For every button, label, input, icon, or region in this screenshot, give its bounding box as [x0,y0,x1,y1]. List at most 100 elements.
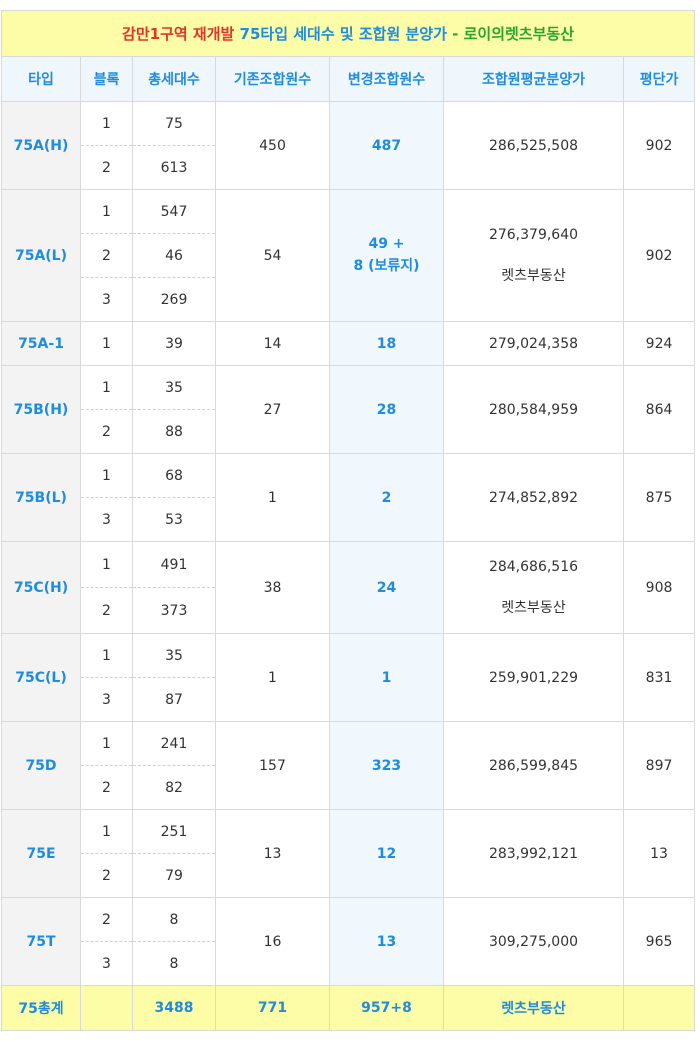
price-cell: 309,275,000 [443,897,624,986]
units-cell: 75 [132,101,216,146]
units-cell: 53 [132,497,216,542]
type-cell: 75C(H) [1,541,81,634]
header-row: 타입 블록 총세대수 기존조합원수 변경조합원수 조합원평균분양가 평단가 [1,56,696,102]
block-cell: 1 [80,101,133,146]
table-row: 3 8 [2,941,695,986]
table-title: 감만1구역 재개발 75타입 세대수 및 조합원 분양가 - 로이의렛츠부동산 [0,10,696,57]
price-cell: 286,599,845 [443,721,624,810]
block-cell: 2 [80,409,133,454]
title-part-3: - 로이의렛츠부동산 [452,25,574,43]
table-row: 75C(L) 1 35 1 1 259,901,229 831 [1,633,696,722]
total-units: 3488 [132,985,216,1031]
block-cell: 1 [80,453,133,498]
total-row: 75총계 3488 771 957+8 렛츠부동산 [1,985,696,1031]
existing-cell: 1 [215,633,330,722]
header-total-units: 총세대수 [132,56,216,102]
existing-cell: 54 [215,189,330,322]
changed-cell: 28 [329,365,444,454]
table-row: 75B(L) 1 68 1 2 274,852,892 875 [1,453,696,542]
units-cell: 39 [132,321,216,366]
type-cell: 75A-1 [1,321,81,366]
changed-cell: 12 [329,809,444,898]
price-note: 렛츠부동산 [501,267,566,284]
title-part-1: 감만1구역 재개발 [122,25,235,43]
units-cell: 35 [132,633,216,678]
title-row: 감만1구역 재개발 75타입 세대수 및 조합원 분양가 - 로이의렛츠부동산 [0,10,696,57]
units-price-table: 감만1구역 재개발 75타입 세대수 및 조합원 분양가 - 로이의렛츠부동산 … [0,10,696,1031]
block-cell: 2 [80,145,133,190]
block-cell: 1 [80,541,133,588]
block-cell: 2 [80,897,133,942]
type-cell: 75D [1,721,81,810]
ppp-cell: 897 [622,721,696,810]
table-row: 2 46 [2,233,695,278]
changed-cell: 24 [329,541,444,634]
total-price: 렛츠부동산 [443,985,624,1031]
block-cell: 2 [80,853,133,898]
units-cell: 8 [132,941,216,986]
existing-cell: 16 [215,897,330,986]
price-cell: 274,852,892 [443,453,624,542]
table-row: 75C(H) 1 491 38 24 284,686,516 렛츠부동산 908 [1,541,696,634]
total-changed: 957+8 [329,985,444,1031]
units-cell: 88 [132,409,216,454]
price-cell: 286,525,508 [443,101,624,190]
existing-cell: 27 [215,365,330,454]
price-cell: 283,992,121 [443,809,624,898]
existing-cell: 14 [215,321,330,366]
units-cell: 82 [132,765,216,810]
ppp-cell: 864 [622,365,696,454]
table-row: 2 373 [2,587,695,634]
type-cell: 75B(L) [1,453,81,542]
table-row: 75E 1 251 13 12 283,992,121 13 [1,809,696,898]
ppp-cell: 908 [622,541,696,634]
existing-cell: 1 [215,453,330,542]
header-existing-members: 기존조합원수 [215,56,330,102]
table-row: 75A(H) 1 75 450 487 286,525,508 902 [1,101,696,190]
ppp-cell: 965 [622,897,696,986]
header-avg-price: 조합원평균분양가 [443,56,624,102]
total-existing: 771 [215,985,330,1031]
block-cell: 1 [80,809,133,854]
block-cell: 3 [80,277,133,322]
price-cell: 280,584,959 [443,365,624,454]
changed-cell: 13 [329,897,444,986]
block-cell: 3 [80,677,133,722]
units-cell: 35 [132,365,216,410]
changed-cell: 18 [329,321,444,366]
header-block: 블록 [80,56,133,102]
price-value: 276,379,640 [488,226,579,243]
price-cell: 279,024,358 [443,321,624,366]
block-cell: 1 [80,365,133,410]
table-row: 75T 2 8 16 13 309,275,000 965 [1,897,696,986]
type-cell: 75E [1,809,81,898]
units-cell: 491 [132,541,216,588]
total-block [80,985,133,1031]
ppp-cell: 13 [622,809,696,898]
price-note: 렛츠부동산 [501,599,566,616]
existing-cell: 157 [215,721,330,810]
existing-cell: 13 [215,809,330,898]
header-price-per-pyeong: 평단가 [622,56,696,102]
ppp-cell: 924 [622,321,696,366]
type-cell: 75T [1,897,81,986]
table-row: 75A-1 1 39 14 18 279,024,358 924 [1,321,696,366]
price-value: 284,686,516 [488,558,579,575]
units-cell: 8 [132,897,216,942]
type-cell: 75A(H) [1,101,81,190]
block-cell: 1 [80,633,133,678]
header-changed-members: 변경조합원수 [329,56,444,102]
changed-line-1: 49 + [368,236,405,252]
units-cell: 87 [132,677,216,722]
existing-cell: 450 [215,101,330,190]
table-row: 2 79 [2,853,695,898]
ppp-cell: 902 [622,101,696,190]
units-cell: 68 [132,453,216,498]
table-row: 75B(H) 1 35 27 28 280,584,959 864 [1,365,696,454]
table-row: 2 613 [2,145,695,190]
price-cell: 276,379,640 렛츠부동산 [443,189,624,322]
block-cell: 2 [80,587,133,634]
units-cell: 547 [132,189,216,234]
table-container: 감만1구역 재개발 75타입 세대수 및 조합원 분양가 - 로이의렛츠부동산 … [0,10,696,1031]
changed-cell: 1 [329,633,444,722]
